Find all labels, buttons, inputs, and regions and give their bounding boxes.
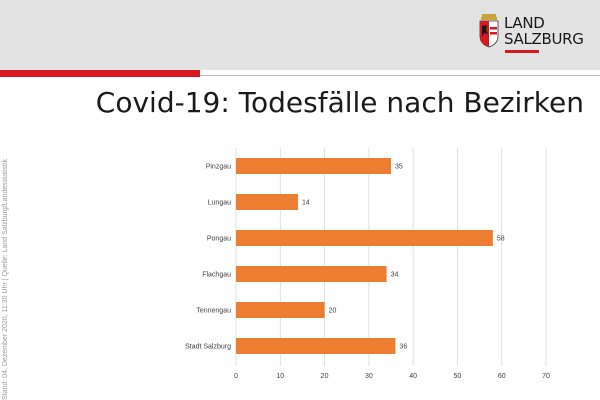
bar — [236, 194, 298, 210]
logo-line-1: LAND — [504, 14, 545, 32]
category-label: Flachgau — [202, 272, 231, 279]
grid-layer — [235, 148, 547, 366]
category-label: Pinzgau — [206, 164, 231, 171]
x-tick-label: 0 — [234, 373, 238, 380]
page-title: Covid-19: Todesfälle nach Bezirken — [95, 86, 584, 119]
salzburg-coat-of-arms-icon — [479, 14, 499, 48]
bar — [236, 230, 493, 246]
x-tick-label: 30 — [365, 373, 373, 380]
land-salzburg-logo: LAND SALZBURG — [478, 14, 590, 54]
bar — [236, 302, 325, 318]
data-label: 36 — [399, 344, 407, 351]
logo-text: LAND SALZBURG — [504, 15, 584, 47]
data-label: 14 — [302, 200, 310, 207]
logo-underline — [505, 50, 539, 53]
x-tick-label: 50 — [454, 373, 462, 380]
category-label: Stadt Salzburg — [185, 344, 231, 351]
header-divider — [200, 75, 600, 76]
x-tick-label: 70 — [542, 373, 550, 380]
header-band — [0, 0, 600, 70]
logo-line-2: SALZBURG — [504, 30, 584, 48]
bar — [236, 338, 396, 354]
data-label: 34 — [391, 272, 399, 279]
x-tick-label: 10 — [276, 373, 284, 380]
label-layer: 0 10 20 30 40 50 60 70 Pinzgau 35 Lungau 14 Pongau 58… — [185, 164, 550, 381]
data-label: 20 — [329, 308, 337, 315]
category-label: Tennengau — [196, 308, 231, 315]
bar — [236, 266, 387, 282]
data-label: 35 — [395, 164, 403, 171]
bar-layer — [236, 158, 493, 354]
category-label: Pongau — [207, 236, 231, 243]
x-tick-label: 60 — [498, 373, 506, 380]
data-label: 58 — [497, 236, 505, 243]
accent-strip — [0, 70, 200, 77]
category-label: Lungau — [208, 200, 231, 207]
x-tick-label: 20 — [321, 373, 329, 380]
bar — [236, 158, 391, 174]
x-tick-label: 40 — [409, 373, 417, 380]
